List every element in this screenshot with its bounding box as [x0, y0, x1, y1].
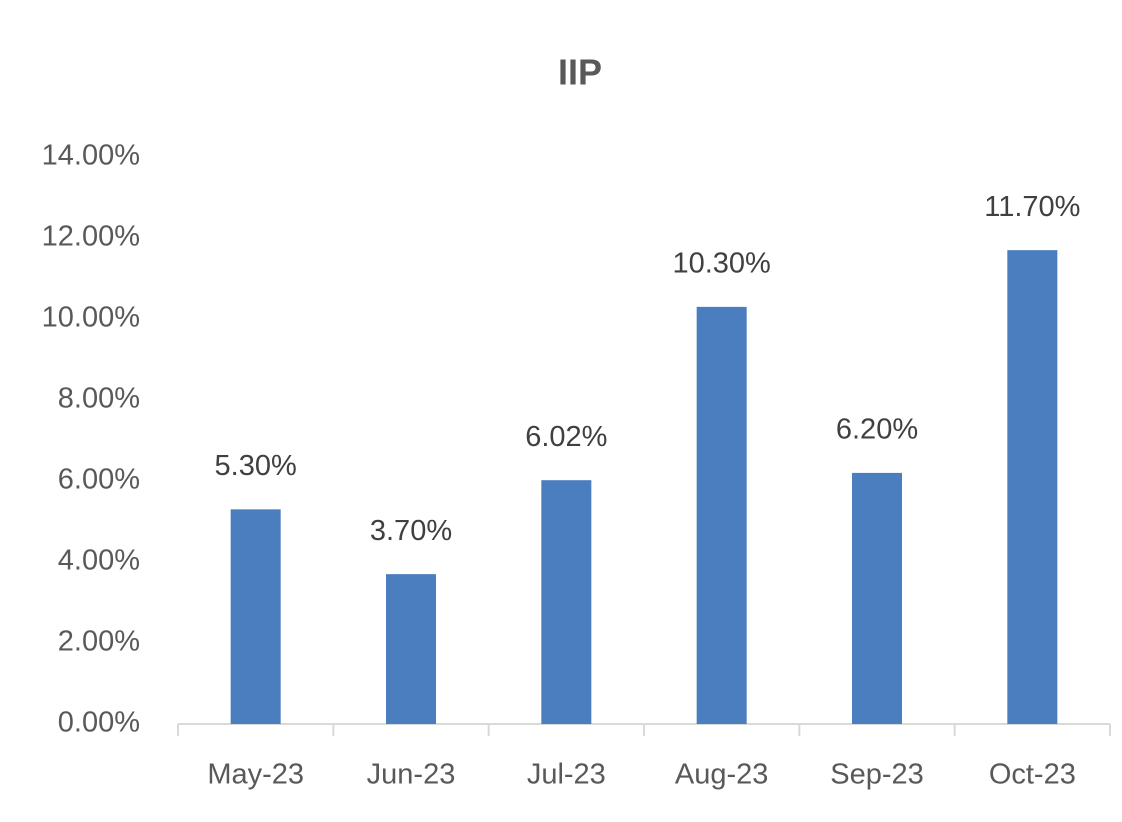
x-tick-label: Jun-23: [367, 759, 456, 791]
x-tick-label: May-23: [207, 759, 304, 791]
y-tick-label: 0.00%: [58, 707, 140, 739]
data-label: 11.70%: [984, 191, 1080, 223]
x-tick-label: Oct-23: [989, 759, 1076, 791]
x-tick-label: Sep-23: [830, 759, 924, 791]
y-tick-label: 6.00%: [58, 464, 140, 496]
bar: [1007, 250, 1058, 724]
y-tick-label: 2.00%: [58, 626, 140, 658]
bar: [541, 480, 592, 724]
bar: [386, 574, 436, 724]
y-tick-label: 10.00%: [42, 302, 140, 334]
data-label: 6.02%: [525, 421, 607, 453]
bar: [852, 472, 902, 724]
data-label: 5.30%: [215, 450, 297, 482]
y-tick-label: 14.00%: [42, 140, 140, 172]
x-tick-label: Aug-23: [675, 759, 769, 791]
y-tick-label: 4.00%: [58, 545, 140, 577]
y-tick-label: 8.00%: [58, 383, 140, 415]
y-tick-label: 12.00%: [42, 221, 140, 253]
bar: [696, 306, 747, 724]
bar: [230, 509, 281, 724]
chart-title: IIP: [558, 52, 602, 93]
x-tick-label: Jul-23: [527, 759, 606, 791]
data-label: 3.70%: [370, 515, 452, 547]
data-label: 6.20%: [836, 414, 918, 446]
data-label: 10.30%: [672, 248, 770, 280]
